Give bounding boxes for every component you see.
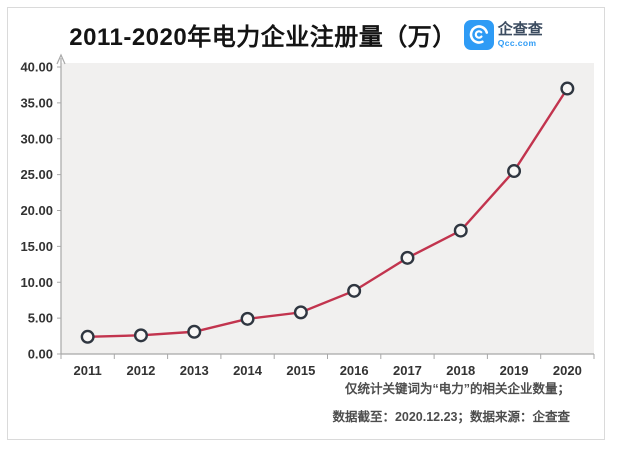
x-axis-label: 2019 <box>500 363 529 378</box>
y-axis-arrow <box>56 53 66 65</box>
y-axis-tick-label: 40.00 <box>20 60 53 75</box>
data-point <box>347 283 362 298</box>
x-axis-label: 2020 <box>553 363 582 378</box>
data-point <box>507 164 522 179</box>
logo-domain: Qcc.com <box>497 37 537 48</box>
chart-footnotes: 仅统计关键词为“电力”的相关企业数量； 数据截至：2020.12.23；数据来源… <box>332 375 570 431</box>
data-point <box>80 329 95 344</box>
x-axis-label: 2018 <box>446 363 475 378</box>
data-point <box>560 81 575 96</box>
y-axis-tick-label: 15.00 <box>20 239 53 254</box>
qichacha-logo: 企查查 Qcc.com <box>463 19 543 50</box>
y-axis-tick-label: 30.00 <box>20 131 53 146</box>
y-axis-tick-label: 20.00 <box>20 203 53 218</box>
y-axis-tick-label: 0.00 <box>28 347 53 362</box>
x-axis-label: 2012 <box>126 363 155 378</box>
logo-brand-name: 企查查 <box>497 20 543 38</box>
plot-area <box>61 63 594 354</box>
footnote-scope: 仅统计关键词为“电力”的相关企业数量； <box>344 382 570 396</box>
y-axis-tick-label: 5.00 <box>28 311 53 326</box>
data-point <box>453 223 468 238</box>
chart-card: 2011-2020年电力企业注册量（万） 企查查 Qcc.com 0.00 5.0… <box>7 7 605 440</box>
chart-title: 2011-2020年电力企业注册量（万） <box>69 24 457 51</box>
data-point <box>400 250 415 265</box>
y-axis-tick-label: 35.00 <box>20 95 53 110</box>
qichacha-logo-icon <box>463 19 494 50</box>
data-point <box>240 311 255 326</box>
x-axis-label: 2013 <box>180 363 209 378</box>
y-axis-tick-label: 10.00 <box>20 275 53 290</box>
qichacha-logo-text: 企查查 Qcc.com <box>498 22 543 48</box>
y-axis-tick-label: 25.00 <box>20 167 53 182</box>
x-axis-label: 2011 <box>74 363 102 378</box>
data-point <box>133 328 148 343</box>
x-axis-label: 2015 <box>286 363 315 378</box>
data-line <box>87 87 569 338</box>
footnote-source: 数据截至：2020.12.23；数据来源：企查查 <box>332 410 570 424</box>
line-chart: 0.00 5.00 10.00 15.00 20.00 25.00 30.00 35.00 40… <box>20 53 595 378</box>
data-point <box>187 324 202 339</box>
data-point <box>293 305 308 320</box>
x-axis-label: 2014 <box>233 363 263 378</box>
chart-header: 2011-2020年电力企业注册量（万） 企查查 Qcc.com <box>8 17 604 52</box>
x-axis-label: 2016 <box>340 363 369 378</box>
x-axis-label: 2017 <box>393 363 422 378</box>
